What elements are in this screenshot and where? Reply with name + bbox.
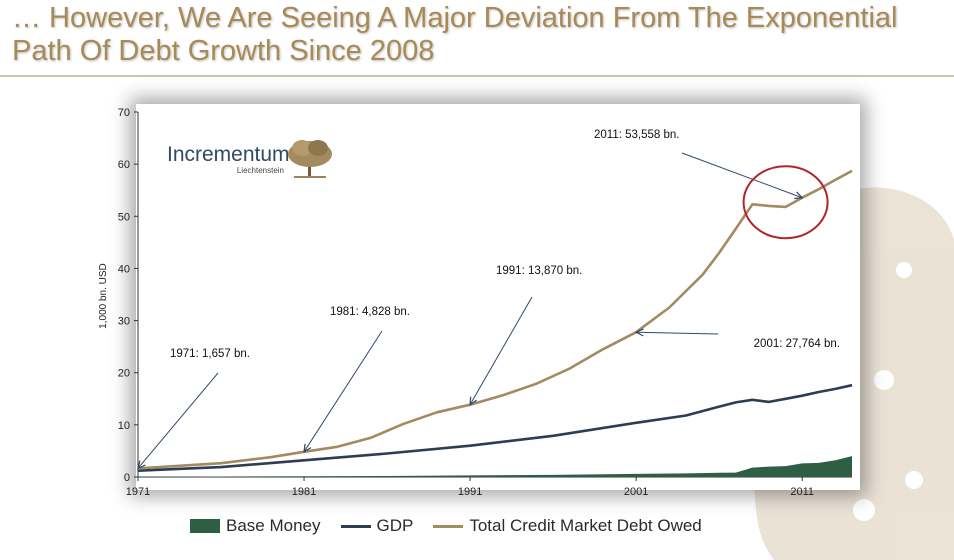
y-tick-label: 20: [118, 368, 130, 380]
annotation-1981-label: 1981: 4,828 bn.: [330, 306, 410, 318]
series-line-gdp: [137, 383, 853, 472]
annotation-1991-arrowhead: [469, 396, 478, 406]
annotation-2001-label: 2001: 27,764 bn.: [754, 338, 840, 350]
legend-item-gdp: GDP: [340, 516, 414, 536]
x-tick-label: 1991: [458, 486, 482, 498]
annotation-2011-arrow: [681, 152, 803, 199]
legend-swatch-base-money: [190, 519, 220, 533]
slide-title: … However, We Are Seeing A Major Deviati…: [12, 2, 898, 67]
annotation-2011-label: 2011: 53,558 bn.: [594, 129, 679, 141]
y-tick-label: 60: [118, 159, 130, 171]
y-tick-label: 0: [124, 472, 130, 484]
annotation-1991-arrow: [469, 296, 533, 405]
chart-panel: [136, 104, 860, 490]
logo-name: Incrementum: [167, 143, 290, 166]
annotation-1981-arrow: [303, 330, 383, 453]
y-tick-label: 30: [118, 316, 130, 328]
annotation-1971-arrow: [137, 372, 219, 469]
legend: Base Money GDP Total Credit Market Debt …: [190, 512, 722, 540]
annotation-1971-arrowhead: [137, 460, 146, 470]
y-axis-label: 1,000 bn. USD: [98, 263, 109, 329]
legend-item-total-debt: Total Credit Market Debt Owed: [433, 516, 702, 536]
chart-logo: Incrementum Liechtenstein: [167, 140, 332, 178]
x-tick-label: 2011: [790, 486, 814, 498]
legend-item-base-money: Base Money: [190, 516, 321, 536]
legend-swatch-gdp: [340, 524, 371, 528]
y-tick-label: 10: [118, 420, 130, 432]
tree-icon: [288, 140, 332, 178]
deviation-highlight-circle: [742, 165, 829, 240]
legend-swatch-total-debt: [433, 524, 464, 528]
y-tick-label: 50: [118, 211, 130, 223]
series-area-base-money: [138, 456, 852, 477]
x-tick-label: 1981: [292, 486, 316, 498]
annotation-1971-label: 1971: 1,657 bn.: [170, 348, 250, 360]
title-divider: [0, 75, 954, 77]
x-tick-label: 1971: [126, 486, 150, 498]
annotation-2001-arrowhead: [634, 328, 644, 337]
annotation-2001-arrow: [636, 331, 719, 335]
annotation-2011-arrowhead: [794, 191, 804, 200]
legend-label-gdp: GDP: [376, 516, 414, 535]
legend-label-base-money: Base Money: [226, 516, 321, 535]
series-line-total-debt: [137, 169, 853, 470]
legend-label-total-debt: Total Credit Market Debt Owed: [469, 516, 702, 535]
annotation-1981-arrowhead: [303, 443, 312, 453]
annotation-1991-label: 1991: 13,870 bn.: [496, 265, 582, 277]
y-tick-label: 70: [118, 107, 130, 119]
logo-subtitle: Liechtenstein: [237, 166, 284, 175]
x-tick-label: 2001: [624, 486, 648, 498]
y-tick-label: 40: [118, 263, 130, 275]
